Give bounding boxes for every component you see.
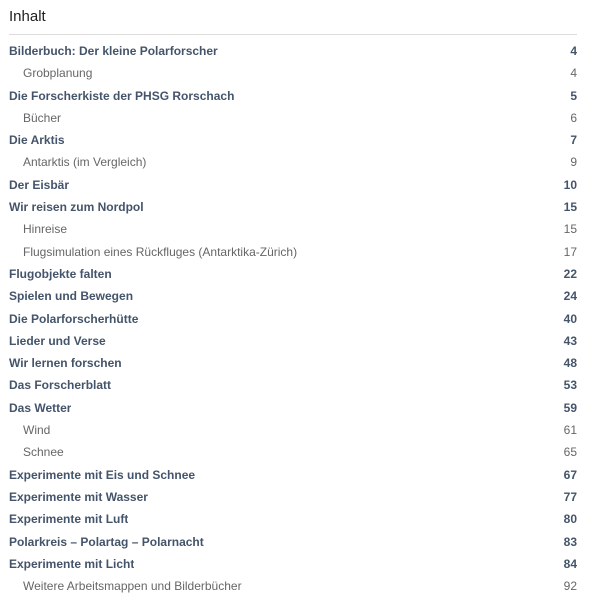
toc-entry-label: Der Eisbär	[9, 177, 70, 192]
toc-entry-page: 59	[563, 400, 577, 415]
toc-entry-page: 61	[563, 423, 577, 438]
toc-entry[interactable]: Wir reisen zum Nordpol 15	[9, 196, 577, 218]
toc-entry-label: Die Polarforscherhütte	[9, 311, 139, 326]
toc-entry-page: 24	[563, 289, 577, 304]
toc-entry-label: Spielen und Bewegen	[9, 289, 134, 304]
toc-entry-label: Polarkreis – Polartag – Polarnacht	[9, 534, 204, 549]
toc-entry-label: Experimente mit Wasser	[9, 489, 148, 504]
page-title: Inhalt	[9, 8, 46, 25]
toc-entry-page: 15	[563, 222, 577, 237]
toc-entry-label: Wir lernen forschen	[9, 356, 122, 371]
toc-entry-label: Flugobjekte falten	[9, 266, 112, 281]
toc-entry[interactable]: Experimente mit Eis und Schnee 67	[9, 464, 577, 486]
toc-entry-label: Wir reisen zum Nordpol	[9, 200, 144, 215]
toc-entry[interactable]: Die Arktis 7	[9, 129, 577, 151]
toc-entry[interactable]: Wir lernen forschen 48	[9, 352, 577, 374]
toc-list: Bilderbuch: Der kleine Polarforscher 4 G…	[9, 40, 577, 597]
toc-entry[interactable]: Weitere Arbeitsmappen und Bilderbücher 9…	[9, 575, 577, 597]
toc-entry-label: Experimente mit Licht	[9, 556, 135, 571]
toc-entry[interactable]: Bilderbuch: Der kleine Polarforscher 4	[9, 40, 577, 62]
toc-entry-page: 4	[570, 44, 577, 58]
toc-entry[interactable]: Polarkreis – Polartag – Polarnacht 83	[9, 531, 577, 553]
toc-entry[interactable]: Antarktis (im Vergleich) 9	[9, 151, 577, 173]
toc-entry-label: Lieder und Verse	[9, 333, 106, 348]
toc-entry-page: 4	[570, 66, 577, 81]
toc-entry-label: Flugsimulation eines Rückfluges (Antarkt…	[23, 244, 298, 259]
toc-entry-label: Das Forscherblatt	[9, 378, 112, 393]
toc-entry[interactable]: Spielen und Bewegen 24	[9, 285, 577, 307]
toc-entry-label: Experimente mit Luft	[9, 512, 129, 527]
toc-entry-page: 17	[563, 244, 577, 259]
toc-entry-label: Wind	[23, 423, 51, 438]
toc-entry[interactable]: Hinreise 15	[9, 218, 577, 240]
toc-entry-page: 10	[563, 177, 577, 192]
toc-entry-page: 65	[563, 445, 577, 460]
toc-entry-label: Grobplanung	[23, 66, 93, 81]
toc-entry[interactable]: Das Wetter 59	[9, 397, 577, 419]
toc-entry-page: 48	[563, 356, 577, 371]
toc-entry-page: 53	[563, 378, 577, 393]
toc-entry-label: Schnee	[23, 445, 64, 460]
toc-entry-label: Bilderbuch: Der kleine Polarforscher	[9, 44, 218, 58]
toc-entry[interactable]: Flugsimulation eines Rückfluges (Antarkt…	[9, 241, 577, 263]
toc-entry-label: Die Arktis	[9, 133, 65, 148]
toc-entry-page: 83	[563, 534, 577, 549]
toc-entry-page: 43	[563, 333, 577, 348]
title-divider	[9, 34, 577, 35]
toc-entry-page: 6	[570, 110, 577, 125]
toc-entry-page: 80	[563, 512, 577, 527]
toc-entry[interactable]: Experimente mit Luft 80	[9, 508, 577, 530]
toc-entry-label: Experimente mit Eis und Schnee	[9, 467, 196, 482]
toc-entry-page: 5	[570, 88, 577, 103]
toc-entry-label: Das Wetter	[9, 400, 72, 415]
toc-entry-label: Bücher	[23, 110, 62, 125]
toc-entry-page: 9	[570, 155, 577, 170]
toc-entry[interactable]: Grobplanung 4	[9, 62, 577, 84]
toc-entry-label: Hinreise	[23, 222, 68, 237]
toc-entry[interactable]: Der Eisbär 10	[9, 174, 577, 196]
toc-entry-label: Weitere Arbeitsmappen und Bilderbücher	[23, 579, 242, 594]
toc-entry[interactable]: Experimente mit Licht 84	[9, 553, 577, 575]
toc-entry-page: 92	[563, 579, 577, 594]
toc-entry[interactable]: Experimente mit Wasser 77	[9, 486, 577, 508]
toc-entry[interactable]: Wind 61	[9, 419, 577, 441]
toc-entry[interactable]: Flugobjekte falten 22	[9, 263, 577, 285]
toc-entry-page: 84	[563, 556, 577, 571]
toc-entry[interactable]: Die Polarforscherhütte 40	[9, 308, 577, 330]
toc-entry-page: 15	[563, 200, 577, 215]
toc-entry-page: 40	[563, 311, 577, 326]
toc-entry[interactable]: Die Forscherkiste der PHSG Rorschach 5	[9, 85, 577, 107]
toc-entry[interactable]: Lieder und Verse 43	[9, 330, 577, 352]
toc-entry-page: 67	[563, 467, 577, 482]
toc-entry-page: 22	[563, 266, 577, 281]
toc-entry-label: Antarktis (im Vergleich)	[23, 155, 147, 170]
toc-entry-label: Die Forscherkiste der PHSG Rorschach	[9, 88, 235, 103]
toc-entry-page: 7	[570, 133, 577, 148]
toc-entry[interactable]: Schnee 65	[9, 441, 577, 463]
toc-entry[interactable]: Das Forscherblatt 53	[9, 374, 577, 396]
toc-entry-page: 77	[563, 489, 577, 504]
toc-entry[interactable]: Bücher 6	[9, 107, 577, 129]
